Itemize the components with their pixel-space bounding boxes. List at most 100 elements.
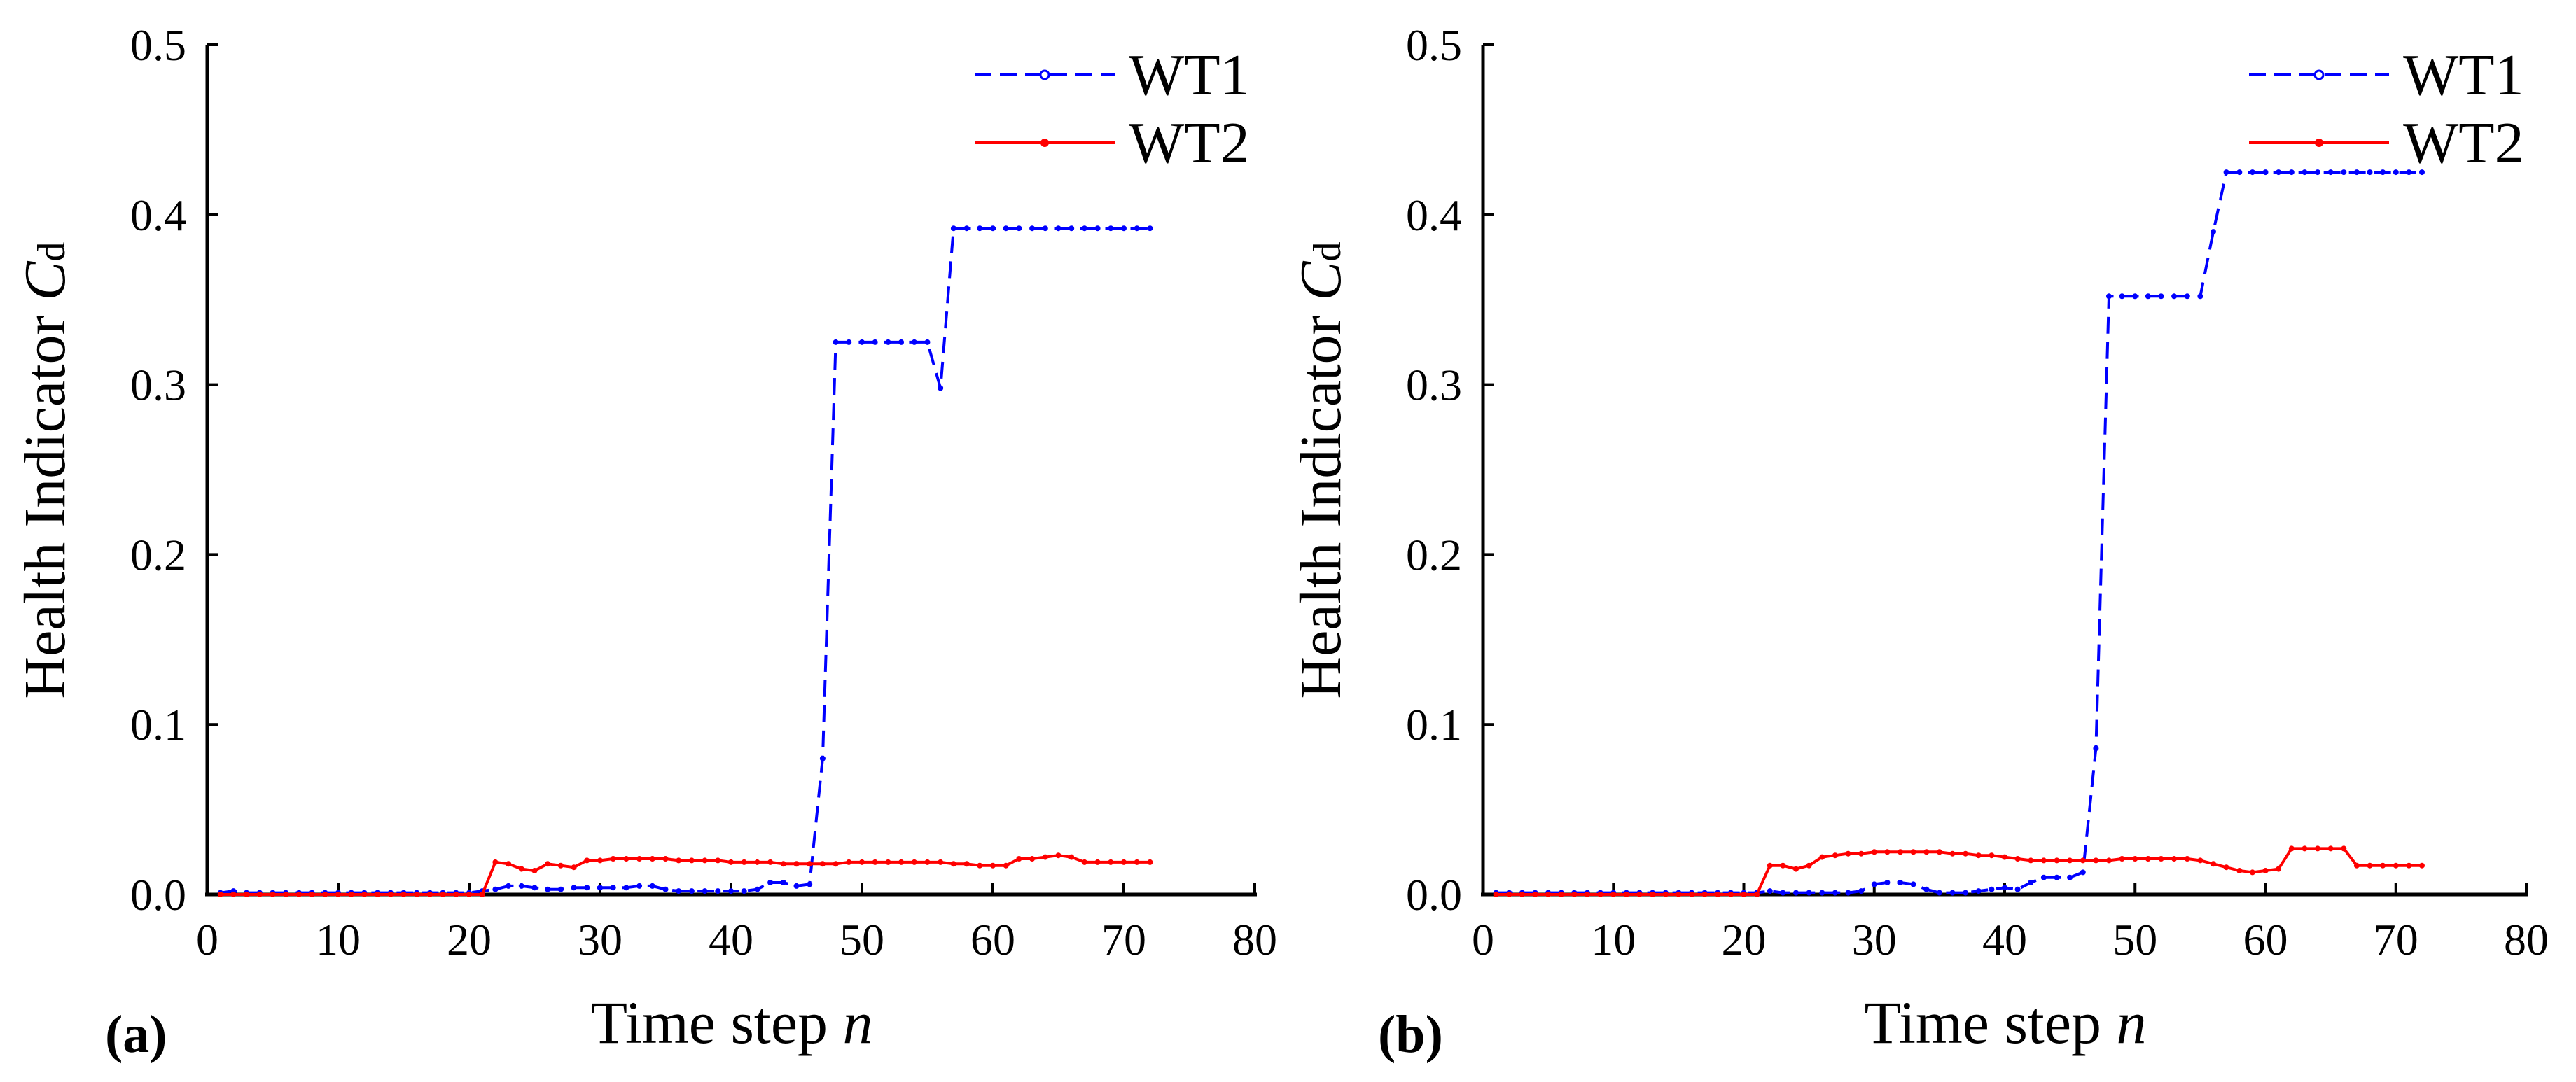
data-point-b-wt2-40 (2014, 856, 2021, 862)
data-point-a-wt2-27 (571, 864, 577, 871)
y-tick-label-b-2: 0.2 (1406, 530, 1462, 579)
data-point-a-wt2-55 (938, 859, 944, 865)
x-tick-label-b-4: 40 (1982, 915, 2027, 964)
data-point-a-wt1-38 (715, 888, 721, 894)
data-point-a-wt1-35 (676, 888, 682, 894)
data-point-a-wt1-34 (662, 886, 669, 892)
data-point-a-wt2-1 (230, 892, 237, 897)
y-tick-label-a-2: 0.2 (130, 530, 186, 579)
data-point-b-wt2-51 (2158, 856, 2164, 862)
data-point-a-wt2-34 (662, 856, 669, 862)
data-point-a-wt2-70 (1134, 859, 1140, 865)
data-point-b-wt1-44 (2067, 874, 2073, 880)
data-point-a-wt2-23 (518, 866, 524, 872)
data-point-a-wt1-69 (1121, 225, 1127, 232)
x-tick-label-a-7: 70 (1101, 915, 1146, 964)
data-point-a-wt1-49 (859, 339, 865, 345)
data-point-b-wt2-37 (1975, 852, 1982, 859)
legend-wt1-marker-a (1039, 69, 1050, 80)
data-point-b-wt2-68 (2380, 862, 2386, 869)
x-axis-title-main-b: Time step (1865, 989, 2102, 1056)
x-tick-label-b-0: 0 (1472, 915, 1494, 964)
data-point-b-wt1-55 (2211, 229, 2216, 235)
data-point-b-wt2-21 (1767, 862, 1773, 869)
data-point-b-wt2-29 (1871, 849, 1877, 855)
data-point-b-wt1-47 (2106, 293, 2112, 300)
data-point-a-wt2-61 (1016, 856, 1022, 862)
y-axis-title-main-b: Health Indicator (1288, 315, 1353, 698)
data-point-b-wt2-62 (2302, 845, 2308, 852)
legend-wt1-label-b: WT1 (2403, 43, 2524, 108)
data-point-b-wt1-41 (2028, 880, 2034, 885)
data-point-a-wt1-53 (911, 339, 917, 345)
x-axis-title-gap-b (2101, 989, 2117, 1056)
series-group-a (217, 225, 1153, 897)
data-point-b-wt1-49 (2132, 293, 2138, 300)
data-point-a-wt2-33 (649, 856, 655, 862)
data-point-b-wt1-71 (2419, 169, 2425, 176)
data-point-a-wt2-57 (963, 861, 970, 867)
x-tick-label-b-6: 60 (2243, 915, 2288, 964)
data-point-b-wt2-1 (1506, 892, 1512, 897)
data-point-b-wt1-57 (2236, 169, 2243, 176)
data-point-b-wt2-28 (1858, 850, 1865, 857)
y-tick-label-a-3: 0.3 (130, 360, 186, 410)
data-point-a-wt1-54 (924, 339, 931, 345)
y-axis-title-main-a: Health Indicator (13, 315, 78, 698)
data-point-b-wt1-68 (2380, 169, 2386, 176)
data-point-a-wt1-29 (597, 885, 603, 891)
data-point-a-wt1-30 (610, 885, 616, 891)
data-point-b-wt1-33 (1923, 886, 1930, 892)
data-point-b-wt1-24 (1806, 890, 1812, 896)
panel-label-b: (b) (1378, 1005, 1443, 1064)
data-point-a-wt1-58 (977, 225, 983, 232)
y-tick-label-b-3: 0.3 (1406, 360, 1462, 410)
data-point-a-wt2-67 (1094, 859, 1101, 865)
data-point-a-wt2-25 (545, 861, 551, 867)
chart-panel-a: 0 10 20 30 40 50 60 70 80 0.0 0.1 0.2 0.3 0.4 0.5 Heal… (13, 20, 1277, 1064)
data-point-a-wt2-62 (1029, 856, 1036, 862)
data-point-a-wt2-43 (780, 861, 786, 867)
data-point-a-wt1-62 (1029, 225, 1036, 232)
data-point-b-wt1-38 (1989, 886, 1995, 892)
data-point-b-wt2-26 (1832, 852, 1838, 859)
data-point-a-wt1-25 (545, 886, 551, 892)
data-point-b-wt2-30 (1884, 849, 1891, 855)
data-point-b-wt1-23 (1793, 890, 1799, 896)
data-point-b-wt2-2 (1519, 892, 1525, 897)
data-point-b-wt1-66 (2353, 169, 2360, 176)
data-point-a-wt2-47 (833, 861, 839, 867)
series-line-a-wt2 (220, 854, 1150, 896)
y-axis-title-gap-a (13, 300, 78, 315)
data-point-a-wt2-31 (623, 856, 629, 862)
data-point-b-wt2-60 (2276, 866, 2282, 872)
data-point-a-wt1-70 (1134, 225, 1140, 232)
data-point-a-wt1-45 (807, 881, 813, 887)
data-point-a-wt1-23 (518, 883, 524, 889)
data-point-a-wt2-35 (676, 857, 682, 864)
data-point-a-wt2-12 (375, 892, 381, 897)
data-point-b-wt1-46 (2093, 745, 2099, 752)
data-point-b-wt2-12 (1650, 892, 1656, 897)
data-point-b-wt2-63 (2315, 845, 2320, 852)
data-point-b-wt2-34 (1936, 849, 1942, 855)
data-point-a-wt2-14 (401, 892, 407, 897)
data-point-b-wt1-29 (1871, 881, 1877, 887)
x-tick-label-b-8: 80 (2504, 915, 2549, 964)
data-point-b-wt2-61 (2288, 845, 2295, 852)
data-point-b-wt2-39 (2002, 854, 2007, 860)
data-point-a-wt1-68 (1108, 225, 1114, 232)
data-point-b-wt1-27 (1845, 890, 1851, 896)
data-point-b-wt1-30 (1884, 880, 1891, 885)
y-tick-label-a-0: 0.0 (130, 870, 186, 920)
x-tick-label-a-2: 20 (447, 915, 492, 964)
data-point-a-wt2-4 (270, 892, 276, 897)
x-tick-label-b-1: 10 (1591, 915, 1636, 964)
data-point-a-wt1-63 (1042, 225, 1048, 232)
data-point-b-wt2-52 (2171, 856, 2178, 862)
data-point-a-wt2-66 (1081, 859, 1087, 865)
data-point-a-wt1-31 (623, 885, 629, 891)
data-point-a-wt2-65 (1068, 854, 1075, 860)
y-axis-title-gap-b (1288, 300, 1353, 315)
data-point-a-wt2-71 (1147, 859, 1153, 865)
